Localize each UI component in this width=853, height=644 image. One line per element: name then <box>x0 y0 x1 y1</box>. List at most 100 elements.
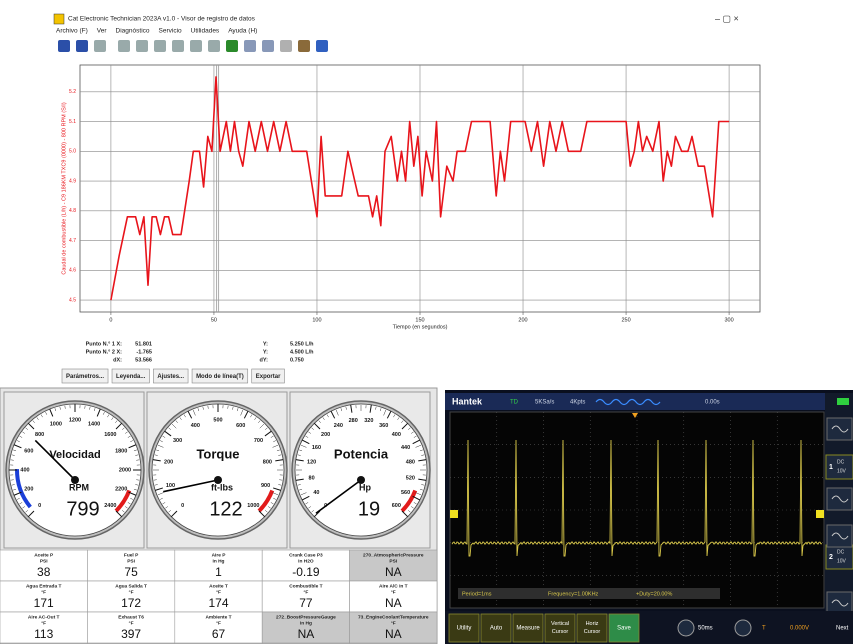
x-tick-label: 300 <box>724 317 733 323</box>
toolbar-icon[interactable] <box>298 40 310 52</box>
cell-label: Exhaust T6 <box>118 614 144 620</box>
cell-label: Aceite P <box>34 552 54 558</box>
soft-key[interactable] <box>545 614 575 642</box>
button-label[interactable]: Leyenda... <box>116 374 146 380</box>
menu-item[interactable]: Servicio <box>159 28 183 35</box>
toolbar-icon[interactable] <box>280 40 292 52</box>
menu-item[interactable]: Diagnóstico <box>116 28 150 35</box>
gauge-tick-label: 2000 <box>119 467 131 473</box>
readout-label: dY: <box>260 357 269 363</box>
gauge-tick-label: 400 <box>191 423 200 429</box>
gauge-tick-label: 2400 <box>104 503 116 509</box>
gauge-tick-label: 0 <box>181 503 184 509</box>
menu-item[interactable]: Ver <box>97 28 108 35</box>
button-label[interactable]: Parámetros... <box>66 374 104 380</box>
gauge-tick-label: 160 <box>312 445 321 451</box>
readout-label: Y: <box>263 349 268 355</box>
timebase-knob[interactable] <box>678 620 694 636</box>
gauge-tick-label: 300 <box>173 438 182 444</box>
gauge-tick-label: 600 <box>236 423 245 429</box>
toolbar-icon[interactable] <box>316 40 328 52</box>
cell-unit: PSI <box>40 558 48 564</box>
cell-value: NA <box>385 596 402 610</box>
toolbar-icon[interactable] <box>94 40 106 52</box>
cell-label: Aceite T <box>209 583 228 589</box>
menu-item[interactable]: Utilidades <box>191 28 220 35</box>
gauge-tick-label: 500 <box>213 417 222 423</box>
gauge-hub <box>214 476 222 484</box>
menu-item[interactable]: Ayuda (H) <box>228 28 257 35</box>
cell-unit: °F <box>41 589 46 595</box>
cell-label: Aire P <box>212 552 227 558</box>
toolbar-icon[interactable] <box>76 40 88 52</box>
toolbar-icon[interactable] <box>58 40 70 52</box>
cell-value: 174 <box>208 596 228 610</box>
y-tick-label: 5.1 <box>69 119 76 125</box>
cell-value: 171 <box>34 596 54 610</box>
scope-time: 0.00s <box>705 400 720 406</box>
soft-key-label[interactable]: Save <box>617 626 631 632</box>
toolbar-icon[interactable] <box>208 40 220 52</box>
gauge-tick-label: 320 <box>364 418 373 424</box>
x-tick-label: 100 <box>312 317 321 323</box>
gauge-unit: RPM <box>69 482 89 492</box>
readout-label: Punto N.° 1 X: <box>86 341 123 347</box>
cell-value: 75 <box>124 565 138 579</box>
readout-label: Punto N.° 2 X: <box>86 349 123 355</box>
toolbar-icon[interactable] <box>136 40 148 52</box>
y-tick-label: 4.6 <box>69 268 76 274</box>
soft-key-label[interactable]: Utility <box>457 626 472 632</box>
button-label[interactable]: Modo de línea(T) <box>196 374 244 380</box>
battery <box>837 398 849 405</box>
gauge-value: 122 <box>209 498 242 520</box>
cell-unit: in Hg <box>300 620 312 626</box>
offset-knob[interactable] <box>735 620 751 636</box>
gauge-tick-label: 0 <box>38 503 41 509</box>
button-label[interactable]: Exportar <box>256 374 281 380</box>
readout-value: 5.250 L/h <box>290 341 314 347</box>
y-tick-label: 4.5 <box>69 297 76 303</box>
timebase: 50ms <box>698 626 713 632</box>
window-controls: – ▢ × <box>715 13 739 23</box>
gauge-tick-label: 240 <box>334 423 343 429</box>
readout-value: 0.750 <box>290 357 304 363</box>
gauge-tick-label: 900 <box>261 483 270 489</box>
readout-label: Y: <box>263 341 268 347</box>
toolbar-icon[interactable] <box>226 40 238 52</box>
ch1-marker <box>450 510 458 518</box>
app-icon <box>54 14 64 24</box>
gauge-value: 799 <box>66 498 99 520</box>
cell-value: 67 <box>212 627 226 641</box>
toolbar-icon[interactable] <box>190 40 202 52</box>
y-tick-label: 4.7 <box>69 238 76 244</box>
toolbar-icon[interactable] <box>244 40 256 52</box>
gauge-tick-label: 800 <box>263 460 272 466</box>
toolbar-icon[interactable] <box>172 40 184 52</box>
gauge-tick-label: 200 <box>321 432 330 438</box>
toolbar-icon[interactable] <box>262 40 274 52</box>
cell-value: 113 <box>34 627 53 641</box>
menu-item[interactable]: Archivo (F) <box>56 28 88 35</box>
cell-label: Agua Entrada T <box>26 583 62 589</box>
toolbar-icon[interactable] <box>154 40 166 52</box>
gauge-tick-label: 520 <box>406 475 415 481</box>
x-axis-label: Tiempo (en segundos) <box>393 324 448 330</box>
soft-key[interactable] <box>577 614 607 642</box>
cell-unit: °F <box>216 620 221 626</box>
cell-value: 397 <box>121 627 141 641</box>
next-button[interactable]: Next <box>836 626 849 632</box>
gauge-title: Potencia <box>334 446 389 461</box>
measurement: Period=1ms <box>462 591 492 597</box>
channel-scale: 10V <box>837 468 847 474</box>
cell-label: Aire A/C in T <box>379 583 408 589</box>
readout-value: -1.765 <box>136 349 152 355</box>
cell-label: 272_BoostPressureGauge <box>276 614 336 620</box>
toolbar-icon[interactable] <box>118 40 130 52</box>
soft-key-label[interactable]: Auto <box>490 626 503 632</box>
soft-key-label[interactable]: Measure <box>516 626 540 632</box>
cell-unit: PSI <box>389 558 397 564</box>
trigger-level: 0.000V <box>790 626 809 632</box>
scope-points: 4Kpts <box>570 400 585 406</box>
gauge-tick-label: 100 <box>166 483 175 489</box>
button-label[interactable]: Ajustes... <box>157 374 184 380</box>
